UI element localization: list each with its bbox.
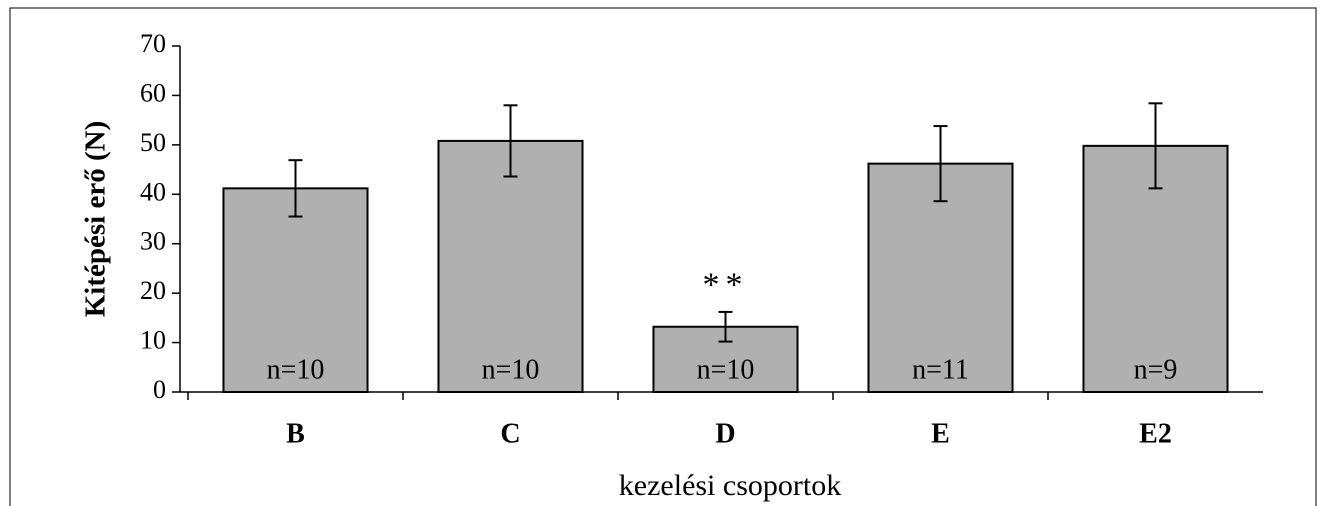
y-tick-label: 70 — [140, 29, 166, 58]
x-axis-label: kezelési csoportok — [619, 469, 841, 502]
n-label: n=10 — [267, 354, 325, 385]
x-tick-label: E2 — [1139, 418, 1172, 449]
x-tick-label: D — [715, 418, 735, 449]
n-label: n=9 — [1134, 354, 1178, 385]
error-bar — [288, 159, 303, 218]
x-tick-label: C — [500, 418, 520, 449]
x-tick-label: E — [931, 418, 950, 449]
x-tick-label: B — [286, 418, 305, 449]
n-label: n=11 — [912, 354, 969, 385]
y-tick-label: 60 — [140, 78, 166, 107]
frame — [9, 7, 1317, 506]
y-tick-label: 10 — [140, 326, 166, 355]
significance-annotation: ** — [703, 267, 749, 304]
n-label: n=10 — [482, 354, 540, 385]
y-tick-label: 20 — [140, 276, 166, 305]
y-tick-label: 50 — [140, 128, 166, 157]
y-tick-label: 0 — [153, 375, 166, 404]
error-bar — [503, 104, 518, 178]
y-axis-label: Kitépési erő (N) — [80, 121, 112, 318]
error-bar — [933, 125, 948, 203]
error-bar — [718, 310, 733, 343]
error-bar — [1148, 102, 1163, 190]
bar — [437, 139, 584, 393]
y-tick-label: 40 — [140, 177, 166, 206]
n-label: n=10 — [697, 354, 755, 385]
bar — [222, 187, 369, 393]
y-tick-label: 30 — [140, 227, 166, 256]
